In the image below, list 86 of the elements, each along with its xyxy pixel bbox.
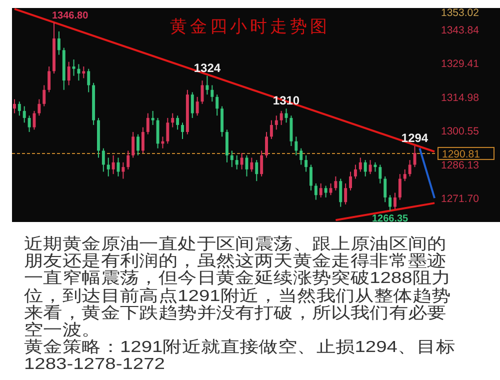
y-tick-label: 1286.13 bbox=[441, 159, 480, 172]
candlestick bbox=[216, 94, 219, 116]
candlestick bbox=[156, 117, 160, 149]
candlestick bbox=[122, 162, 125, 180]
candlestick bbox=[18, 101, 21, 116]
candlestick bbox=[378, 164, 382, 184]
candlestick bbox=[190, 92, 194, 118]
candlestick bbox=[334, 176, 338, 191]
candlestick bbox=[67, 61, 70, 86]
candlestick bbox=[300, 148, 303, 166]
candlestick bbox=[408, 160, 412, 177]
candlestick bbox=[314, 182, 318, 200]
candlestick bbox=[87, 68, 90, 93]
candlestick bbox=[132, 131, 135, 158]
candlestick bbox=[166, 117, 170, 144]
candlestick bbox=[151, 110, 154, 126]
candlestick bbox=[339, 178, 342, 208]
candlestick bbox=[146, 112, 150, 135]
candlestick bbox=[388, 194, 392, 212]
candlestick bbox=[265, 131, 268, 158]
y-tick-label: 1343.84 bbox=[441, 24, 480, 36]
y-tick-label: 1271.70 bbox=[441, 193, 480, 206]
candlestick bbox=[176, 115, 180, 130]
candlestick bbox=[57, 30, 60, 56]
candlestick bbox=[28, 115, 31, 132]
candlestick bbox=[12, 98, 16, 114]
candlestick bbox=[394, 192, 396, 210]
candlestick bbox=[250, 157, 254, 172]
candlestick bbox=[48, 66, 51, 93]
text: 黄金策略：1291附近就直接做空、止损1294、目标1283-1278-1272 bbox=[24, 339, 456, 374]
candlestick bbox=[260, 150, 264, 177]
candlestick bbox=[290, 115, 293, 147]
candlestick bbox=[225, 129, 228, 163]
candlestick bbox=[368, 160, 372, 175]
annotation: 1266.35 bbox=[372, 214, 409, 225]
candlestick bbox=[349, 171, 352, 191]
candlestick bbox=[310, 164, 312, 191]
candlestick bbox=[324, 185, 328, 198]
candlestick bbox=[136, 134, 140, 156]
candlestick bbox=[82, 66, 86, 79]
candlestick bbox=[364, 160, 367, 177]
candlestick bbox=[77, 64, 80, 82]
candlestick bbox=[112, 154, 115, 175]
text: 黄金四小时走势图 bbox=[170, 17, 330, 37]
candlestick bbox=[102, 148, 105, 172]
candlestick bbox=[398, 174, 402, 200]
candlestick bbox=[106, 157, 110, 177]
annotation: 1294 bbox=[401, 131, 428, 146]
candlestick bbox=[141, 126, 144, 154]
candlestick bbox=[284, 108, 288, 124]
candlestick bbox=[384, 176, 387, 203]
y-tick-label: 1300.55 bbox=[441, 126, 480, 138]
candlestick bbox=[344, 182, 348, 205]
candlestick bbox=[206, 75, 209, 96]
candlestick bbox=[374, 162, 377, 172]
candlestick bbox=[280, 110, 283, 126]
candlestick bbox=[210, 84, 214, 102]
y-tick-label: 1329.41 bbox=[441, 58, 480, 70]
candlestick bbox=[42, 84, 46, 107]
candlestick bbox=[38, 98, 41, 116]
candlestick bbox=[126, 150, 130, 170]
candlestick bbox=[240, 152, 244, 170]
candlestick bbox=[220, 106, 224, 138]
candlestick bbox=[354, 164, 357, 180]
candlestick bbox=[270, 120, 273, 140]
candlestick bbox=[72, 58, 76, 76]
candlestick bbox=[358, 157, 362, 172]
candlestick bbox=[329, 182, 332, 196]
candlestick bbox=[294, 136, 298, 156]
y-tick-label: 1353.02 bbox=[441, 7, 480, 19]
annotation: 1346.80 bbox=[52, 10, 89, 22]
candlestick bbox=[196, 96, 199, 116]
candlestick bbox=[255, 160, 258, 182]
y-tick-label: 1314.98 bbox=[441, 92, 480, 104]
annotation: 1324 bbox=[194, 60, 221, 75]
candlestick bbox=[22, 106, 26, 124]
candlestick bbox=[403, 168, 406, 182]
candlestick bbox=[230, 150, 234, 168]
candlestick bbox=[171, 112, 174, 128]
candlestick bbox=[181, 122, 184, 140]
candlestick bbox=[274, 115, 278, 130]
candlestick bbox=[235, 154, 238, 170]
ref-line-label: 1290.81 bbox=[442, 148, 480, 160]
text: 近期黄金原油一直处于区间震荡、跟上原油区间的朋友还是有利润的，虽然这两天黄金走得非常墨迹一直窄幅震荡，但今日黄金延续涨势突破1288阻力位，到达目前高点1291附近，当然我们从整体趋势来看，黄金下跌趋势并没有打破，所以我们有必要空一波。 bbox=[24, 236, 451, 340]
candlestick bbox=[319, 182, 322, 198]
candlestick bbox=[304, 154, 308, 172]
